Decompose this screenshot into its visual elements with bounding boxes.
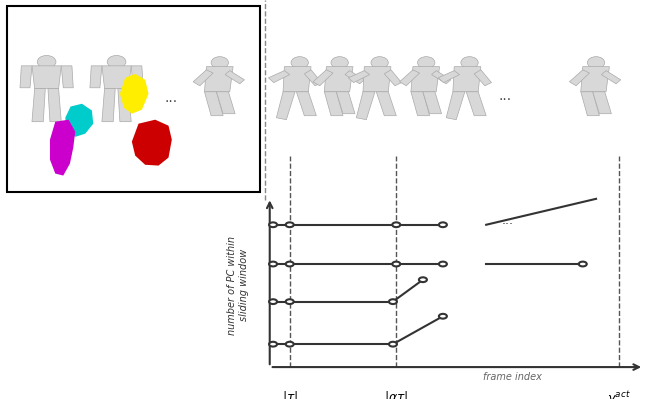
Ellipse shape (107, 55, 126, 68)
Circle shape (286, 342, 294, 347)
Ellipse shape (211, 57, 228, 69)
Circle shape (392, 262, 400, 267)
Polygon shape (48, 89, 61, 122)
Polygon shape (376, 92, 396, 116)
Polygon shape (453, 67, 481, 92)
Polygon shape (581, 67, 609, 92)
Circle shape (286, 299, 294, 304)
Circle shape (389, 299, 397, 304)
Circle shape (389, 342, 397, 347)
Polygon shape (363, 67, 391, 92)
Polygon shape (313, 70, 333, 86)
Polygon shape (118, 89, 131, 122)
Polygon shape (593, 92, 611, 114)
Polygon shape (411, 92, 430, 116)
Circle shape (269, 342, 277, 347)
Circle shape (439, 314, 447, 319)
Polygon shape (20, 66, 32, 88)
Polygon shape (132, 120, 172, 166)
Circle shape (269, 262, 277, 267)
Ellipse shape (371, 57, 388, 69)
Polygon shape (50, 120, 75, 176)
Polygon shape (438, 71, 460, 83)
Ellipse shape (331, 57, 348, 69)
Text: $|\tau|$: $|\tau|$ (282, 389, 298, 399)
Polygon shape (466, 92, 486, 116)
Text: ...: ... (498, 89, 511, 103)
Polygon shape (296, 92, 316, 116)
Polygon shape (304, 70, 322, 86)
Polygon shape (216, 92, 235, 114)
Text: ...: ... (501, 255, 513, 268)
Polygon shape (324, 67, 353, 92)
Polygon shape (601, 71, 621, 84)
Circle shape (439, 222, 447, 227)
Polygon shape (324, 92, 343, 116)
Polygon shape (423, 92, 442, 114)
Circle shape (286, 222, 294, 227)
Ellipse shape (418, 57, 435, 69)
Circle shape (579, 262, 587, 267)
Circle shape (419, 277, 427, 282)
Polygon shape (204, 92, 223, 116)
Ellipse shape (37, 55, 56, 68)
Ellipse shape (461, 57, 478, 69)
Circle shape (392, 222, 400, 227)
Polygon shape (268, 71, 290, 83)
Polygon shape (446, 92, 465, 120)
Polygon shape (356, 92, 375, 120)
Ellipse shape (291, 57, 308, 69)
Polygon shape (276, 92, 295, 120)
Polygon shape (432, 71, 451, 84)
Polygon shape (65, 104, 93, 137)
Polygon shape (61, 66, 73, 88)
Polygon shape (345, 71, 364, 84)
Polygon shape (102, 89, 115, 122)
Polygon shape (384, 70, 402, 86)
Polygon shape (32, 89, 45, 122)
Polygon shape (569, 70, 589, 86)
Polygon shape (336, 92, 355, 114)
Circle shape (269, 222, 277, 227)
Polygon shape (225, 71, 244, 84)
Text: number of PC within
sliding window: number of PC within sliding window (227, 236, 248, 335)
Circle shape (269, 299, 277, 304)
Polygon shape (102, 66, 131, 89)
Polygon shape (120, 74, 149, 114)
Polygon shape (32, 66, 61, 89)
Polygon shape (131, 66, 143, 88)
Circle shape (286, 262, 294, 267)
Text: frame index: frame index (484, 372, 542, 382)
Text: $|\alpha\tau|$: $|\alpha\tau|$ (384, 389, 408, 399)
Text: ...: ... (501, 214, 513, 227)
Text: $\gamma^{act}$: $\gamma^{act}$ (607, 389, 631, 399)
Ellipse shape (587, 57, 605, 69)
Polygon shape (193, 70, 213, 86)
Polygon shape (204, 67, 233, 92)
Polygon shape (474, 70, 492, 86)
Polygon shape (90, 66, 102, 88)
Polygon shape (283, 67, 311, 92)
Polygon shape (411, 67, 440, 92)
Text: ...: ... (165, 91, 178, 105)
Polygon shape (348, 71, 370, 83)
Polygon shape (400, 70, 420, 86)
Circle shape (439, 262, 447, 267)
Polygon shape (581, 92, 599, 116)
